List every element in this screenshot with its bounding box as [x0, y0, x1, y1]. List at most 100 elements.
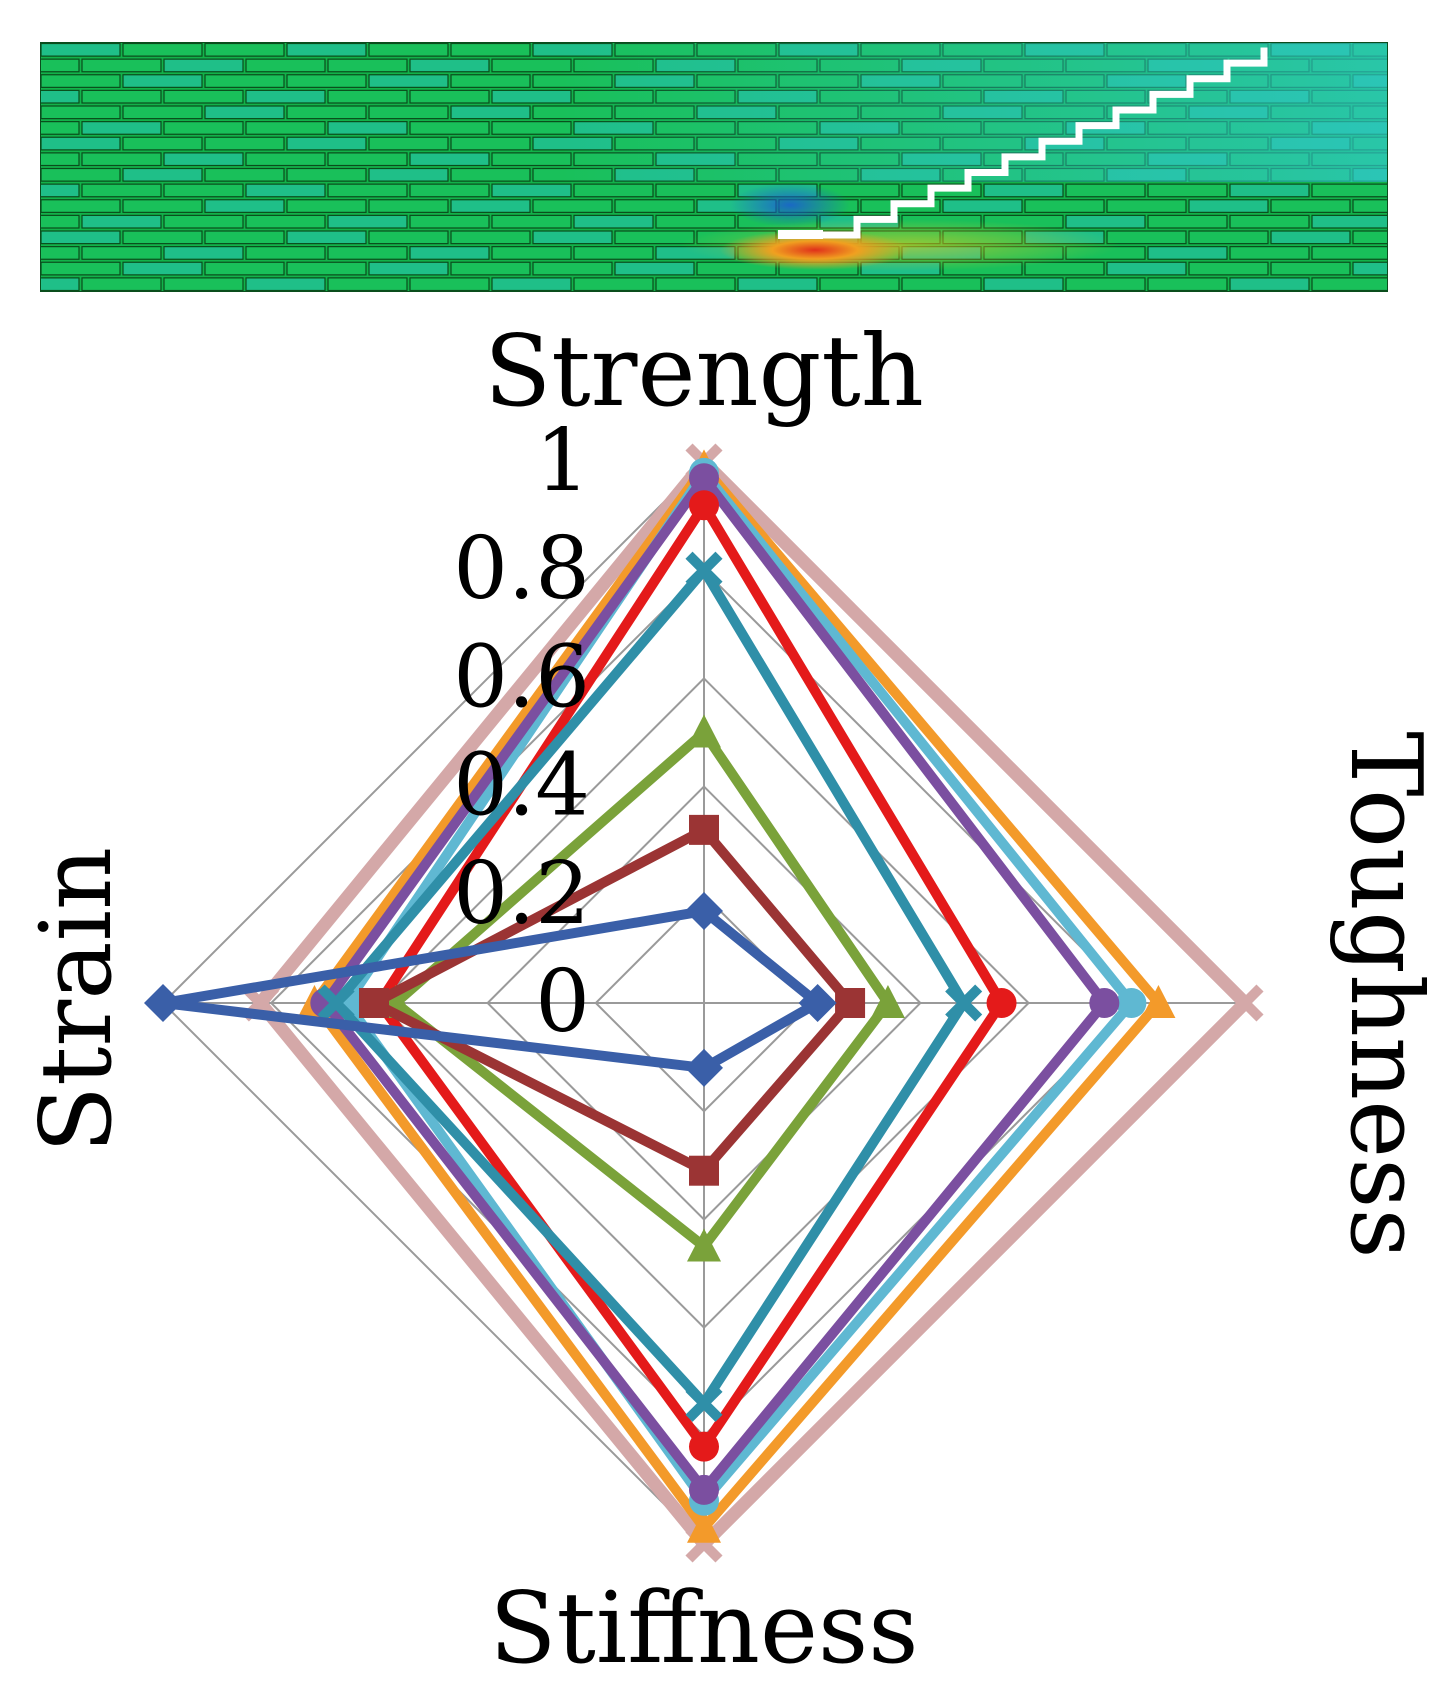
fem-brick [204, 42, 285, 57]
fem-brick [1352, 230, 1388, 245]
fem-brick [122, 199, 203, 213]
fem-brick [368, 230, 449, 245]
fem-brick [1147, 246, 1228, 260]
fem-brick [655, 183, 736, 198]
radar-tick-label: 1 [535, 411, 590, 511]
fem-brick [163, 58, 244, 73]
fem-brick [1311, 277, 1388, 292]
fem-brick [40, 121, 80, 135]
radar-marker [358, 988, 389, 1018]
fem-brick [204, 136, 285, 151]
fem-brick [163, 277, 244, 292]
fem-brick [122, 261, 203, 276]
axis-label-strain: Strain [20, 847, 134, 1153]
fem-brick [245, 121, 326, 135]
radar-marker [689, 490, 719, 521]
fem-brick [368, 105, 449, 120]
fem-brick [40, 58, 80, 73]
fem-brick [204, 167, 285, 182]
fem-brick [1229, 214, 1310, 229]
fem-brick [81, 89, 162, 104]
fem-brick [573, 214, 654, 229]
fem-brick [491, 246, 572, 260]
fem-brick [1147, 183, 1228, 198]
fem-brick [1352, 199, 1388, 213]
radar-marker [687, 714, 721, 748]
radar-marker [1141, 985, 1176, 1018]
radar-marker [689, 1431, 719, 1462]
radar-marker [870, 985, 905, 1018]
fem-brick [409, 277, 490, 292]
radar-marker [687, 1509, 721, 1543]
fem-brick [40, 261, 121, 276]
fem-brick [245, 183, 326, 198]
fem-brick [1188, 230, 1269, 245]
fem-brick [368, 136, 449, 151]
fem-brick [532, 230, 613, 245]
fem-brick [286, 230, 367, 245]
radar-series [310, 463, 1120, 1505]
fem-brick [81, 183, 162, 198]
fem-brick [573, 277, 654, 292]
fem-brick [1311, 183, 1388, 198]
fem-brick [491, 89, 572, 104]
fem-cold-spot [730, 183, 850, 227]
fem-brick [368, 74, 449, 88]
fem-brick [450, 42, 531, 57]
radar-marker [317, 984, 355, 1022]
fem-brick [1188, 261, 1269, 276]
fem-brick [327, 152, 408, 167]
fem-brick [40, 105, 121, 120]
fem-brick [163, 89, 244, 104]
radar-marker [1226, 984, 1264, 1022]
fem-brick [163, 121, 244, 135]
fem-brick [40, 230, 121, 245]
fem-brick [40, 42, 121, 57]
radar-marker [685, 551, 723, 589]
fem-brick [40, 167, 121, 182]
fem-brick [1065, 277, 1146, 292]
fem-brick [655, 277, 736, 292]
fem-brick [1311, 246, 1388, 260]
fem-brick [573, 183, 654, 198]
radar-series [144, 892, 837, 1087]
fem-brick [327, 89, 408, 104]
fem-brick [204, 105, 285, 120]
fem-brick [122, 42, 203, 57]
fem-brick [491, 121, 572, 135]
fem-brick [163, 152, 244, 167]
fem-brick [450, 230, 531, 245]
fem-brick [204, 199, 285, 213]
fem-brick [491, 277, 572, 292]
fem-brick [573, 246, 654, 260]
fem-brick [40, 136, 121, 151]
fem-brick [122, 167, 203, 182]
fem-brick [409, 246, 490, 260]
fem-brick [1352, 261, 1388, 276]
fem-brick [40, 152, 80, 167]
fem-brick [286, 42, 367, 57]
fem-brick [40, 277, 80, 292]
radar-marker [689, 1155, 719, 1186]
fem-brick [983, 183, 1064, 198]
fem-brick [1311, 214, 1388, 229]
fem-brick [81, 277, 162, 292]
fem-brick [327, 121, 408, 135]
fem-crack [820, 47, 1268, 239]
radar-marker [689, 463, 719, 494]
fem-brick [1270, 230, 1351, 245]
fem-brick [286, 199, 367, 213]
fem-brick [450, 167, 531, 182]
fem-brick [491, 58, 572, 73]
fem-brick [245, 214, 326, 229]
radar-marker [945, 984, 983, 1022]
fem-brick [409, 183, 490, 198]
fem-brick [368, 199, 449, 213]
fem-brick [327, 214, 408, 229]
radar-tick-label: 0.2 [453, 844, 590, 944]
radar-marker [685, 892, 723, 931]
fem-brick [409, 152, 490, 167]
radar-marker [689, 814, 719, 845]
